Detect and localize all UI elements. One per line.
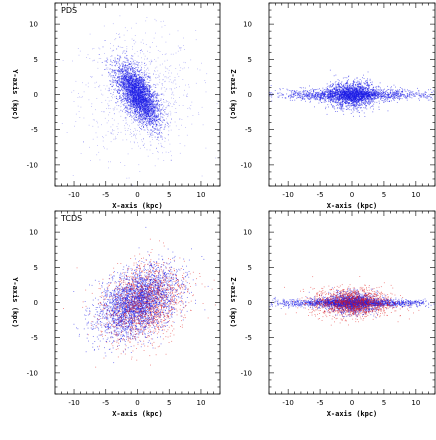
y-axis-title: Z-axis (kpc)	[229, 69, 237, 120]
y-tick-label: -5	[31, 334, 38, 342]
y-tick-label: -10	[241, 161, 252, 169]
y-tick-label: -10	[27, 161, 38, 169]
x-tick-label: -5	[102, 399, 109, 407]
x-tick-label: -10	[282, 191, 293, 199]
y-tick-label: 5	[248, 56, 252, 64]
x-tick-label: 5	[382, 399, 386, 407]
y-tick-label: 10	[243, 229, 252, 237]
x-axis-title: X-axis (kpc)	[112, 410, 163, 418]
series-blue	[99, 37, 172, 161]
panel-tcds-xy: -10 -5 0 5 10 -10 -5 0 5 10 X-axis (kpc) Y-axis (kp…	[11, 211, 224, 418]
y-tick-label: 10	[29, 21, 38, 29]
x-tick-label: 10	[197, 399, 206, 407]
x-axis-title: X-axis (kpc)	[327, 202, 378, 210]
series-red	[63, 239, 216, 368]
x-tick-label: -5	[102, 191, 109, 199]
y-tick-label: 5	[34, 56, 38, 64]
x-tick-label: 0	[135, 399, 139, 407]
y-axis-title: Y-axis (kpc)	[11, 69, 19, 120]
x-tick-label: 5	[167, 399, 171, 407]
x-tick-label: 0	[135, 191, 139, 199]
x-tick-label: 5	[382, 191, 386, 199]
y-tick-label: 0	[34, 299, 38, 307]
x-tick-label: -10	[68, 399, 79, 407]
y-tick-label: 0	[34, 91, 38, 99]
panel-label: PDS	[61, 6, 77, 15]
x-tick-label: -10	[68, 191, 79, 199]
y-tick-label: -10	[241, 369, 252, 377]
scatter-points	[237, 276, 436, 326]
panel-label: TCDS	[60, 214, 82, 223]
y-tick-label: -5	[31, 126, 38, 134]
y-tick-label: 5	[248, 264, 252, 272]
x-tick-label: -5	[317, 399, 324, 407]
series-blue	[238, 70, 436, 117]
y-tick-label: 10	[243, 21, 252, 29]
series-blue	[73, 227, 223, 363]
panel-pds-xz: -10 -5 0 5 10 -10 -5 0 5 10 X-axis (kpc) Z-axis (kp…	[229, 3, 436, 210]
y-axis-title: Y-axis (kpc)	[11, 277, 19, 328]
scatter-points	[238, 70, 436, 117]
series-blue	[237, 287, 436, 318]
x-tick-label: 10	[411, 191, 420, 199]
y-tick-label: 5	[34, 264, 38, 272]
scatter-points	[38, 0, 228, 223]
x-tick-label: 0	[350, 191, 354, 199]
x-tick-label: 5	[167, 191, 171, 199]
y-tick-label: -5	[245, 334, 252, 342]
x-tick-label: 10	[411, 399, 420, 407]
y-tick-label: 10	[29, 229, 38, 237]
x-axis-title: X-axis (kpc)	[327, 410, 378, 418]
y-tick-label: -10	[27, 369, 38, 377]
panel-tcds-xz: -10 -5 0 5 10 -10 -5 0 5 10 X-axis (kpc) Z-axis (kp…	[229, 211, 436, 418]
panel-pds-xy: -10 -5 0 5 10 -10 -5 0 5 10 X-axis (kpc) Y-axis (kp…	[11, 0, 228, 223]
halo-points	[38, 0, 228, 223]
x-tick-label: -10	[282, 399, 293, 407]
y-tick-label: -5	[245, 126, 252, 134]
y-tick-label: 0	[248, 299, 252, 307]
y-axis-title: Z-axis (kpc)	[229, 277, 237, 328]
scatter-points	[63, 227, 224, 368]
x-tick-label: 0	[350, 399, 354, 407]
x-tick-label: -5	[317, 191, 324, 199]
x-axis-title: X-axis (kpc)	[112, 202, 163, 210]
y-tick-label: 0	[248, 91, 252, 99]
x-tick-label: 10	[197, 191, 206, 199]
